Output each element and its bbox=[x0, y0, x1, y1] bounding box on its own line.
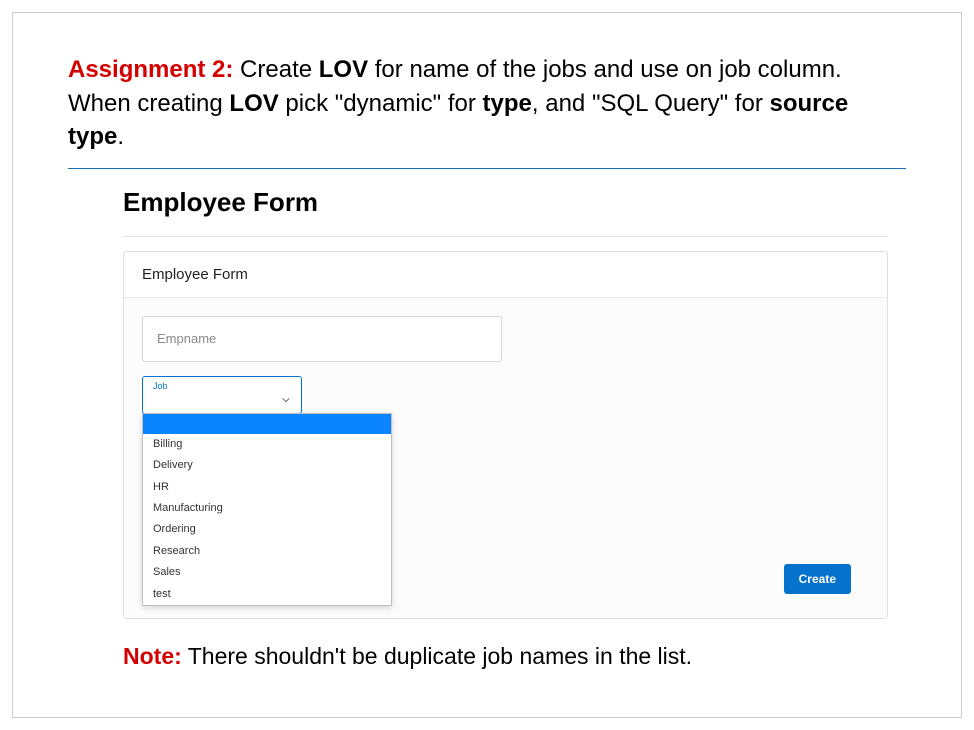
job-option-ordering[interactable]: Ordering bbox=[143, 519, 391, 540]
assignment-bold-3: type bbox=[483, 90, 532, 117]
assignment-text-3: pick "dynamic" for bbox=[279, 90, 483, 117]
empname-field[interactable]: Empname bbox=[142, 316, 502, 362]
job-option-research[interactable]: Research bbox=[143, 541, 391, 562]
form-card: Employee Form Empname Job Billing Delive… bbox=[123, 251, 888, 619]
job-option-manufacturing[interactable]: Manufacturing bbox=[143, 498, 391, 519]
job-select[interactable]: Job Billing Delivery HR Manufacturing Or… bbox=[142, 376, 302, 414]
job-option-delivery[interactable]: Delivery bbox=[143, 455, 391, 476]
slide-container: Assignment 2: Create LOV for name of the… bbox=[12, 12, 962, 718]
empname-placeholder: Empname bbox=[157, 331, 216, 346]
note-body: There shouldn't be duplicate job names i… bbox=[182, 643, 692, 669]
note-label: Note: bbox=[123, 643, 182, 669]
assignment-bold-1: LOV bbox=[319, 56, 368, 83]
job-option-hr[interactable]: HR bbox=[143, 477, 391, 498]
assignment-label: Assignment 2: bbox=[68, 56, 233, 83]
note-paragraph: Note: There shouldn't be duplicate job n… bbox=[68, 643, 906, 670]
assignment-paragraph: Assignment 2: Create LOV for name of the… bbox=[68, 53, 906, 154]
chevron-down-icon bbox=[281, 395, 291, 405]
job-dropdown: Billing Delivery HR Manufacturing Orderi… bbox=[142, 413, 392, 606]
job-select-label: Job bbox=[143, 377, 301, 391]
job-option-billing[interactable]: Billing bbox=[143, 434, 391, 455]
create-button[interactable]: Create bbox=[784, 564, 851, 594]
job-option-sales[interactable]: Sales bbox=[143, 562, 391, 583]
assignment-bold-2: LOV bbox=[229, 90, 278, 117]
job-select-value-row bbox=[143, 391, 301, 413]
assignment-text-1: Create bbox=[233, 56, 318, 83]
thin-divider bbox=[123, 236, 888, 237]
form-body: Empname Job Billing Delivery HR Manufact… bbox=[124, 298, 887, 618]
page-title: Employee Form bbox=[123, 187, 888, 218]
region-title: Employee Form bbox=[124, 252, 887, 298]
form-screenshot-region: Employee Form Employee Form Empname Job … bbox=[68, 187, 888, 619]
job-option-blank[interactable] bbox=[143, 414, 391, 434]
divider bbox=[68, 168, 906, 169]
assignment-text-5: . bbox=[117, 123, 124, 150]
job-option-test[interactable]: test bbox=[143, 584, 391, 605]
assignment-text-4: , and "SQL Query" for bbox=[532, 90, 770, 117]
